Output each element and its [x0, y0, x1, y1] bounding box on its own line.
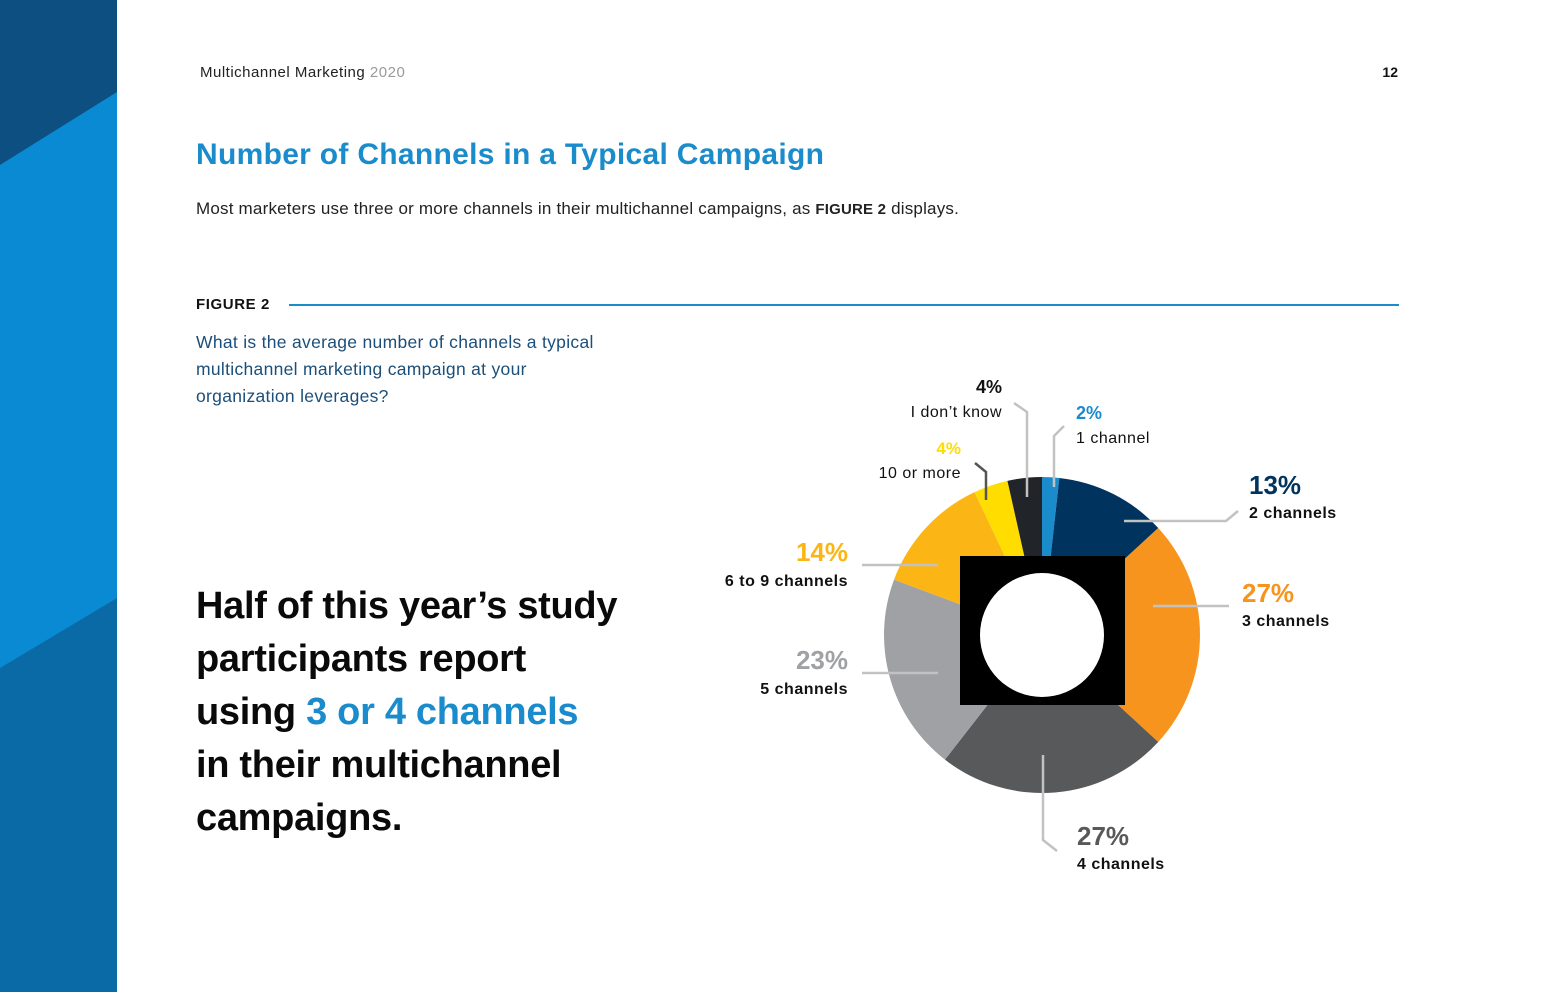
- donut-slice-3: [944, 676, 1159, 793]
- category-label-4: 5 channels: [760, 681, 848, 698]
- value-label-4: 23%: [796, 645, 848, 675]
- report-year: 2020: [369, 64, 406, 81]
- report-title: Multichannel Marketing: [200, 64, 366, 81]
- figure-label: FIGURE 2: [196, 296, 270, 313]
- donut-hole: [980, 573, 1104, 697]
- callout-highlight: 3 or 4 channels: [306, 691, 579, 733]
- donut-slice-7: [1007, 477, 1042, 575]
- callout-rest: in their multichannel campaigns.: [196, 744, 562, 839]
- category-label-6: 10 or more: [879, 465, 961, 482]
- leader-line-6: [974, 462, 988, 500]
- intro-paragraph: Most marketers use three or more channel…: [196, 199, 959, 219]
- side-band-bottom-facet: [0, 598, 117, 992]
- value-label-1: 13%: [1249, 470, 1301, 500]
- category-label-3: 4 channels: [1077, 856, 1165, 873]
- value-label-0: 2%: [1076, 403, 1102, 423]
- side-decorative-band: [0, 0, 117, 992]
- figure-divider: [289, 304, 1399, 306]
- category-label-5: 6 to 9 channels: [725, 573, 848, 590]
- donut-slice-6: [974, 480, 1029, 579]
- callout-statement: Half of this year’s study participants r…: [196, 580, 666, 845]
- intro-text-after: displays.: [886, 199, 960, 218]
- category-label-7: I don’t know: [911, 404, 1002, 421]
- donut-slice-0: [1042, 477, 1060, 574]
- intro-text-before: Most marketers use three or more channel…: [196, 199, 816, 218]
- leader-line-3: [1041, 755, 1058, 852]
- page-number: 12: [1382, 64, 1398, 80]
- intro-figure-ref: FIGURE 2: [815, 201, 887, 218]
- report-header-title: Multichannel Marketing 2020: [200, 64, 405, 81]
- value-label-5: 14%: [796, 537, 848, 567]
- value-label-3: 27%: [1077, 821, 1129, 851]
- leader-line-1: [1124, 510, 1239, 523]
- section-title: Number of Channels in a Typical Campaign: [196, 138, 825, 171]
- leader-line-7: [1013, 401, 1029, 497]
- category-label-2: 3 channels: [1242, 613, 1330, 630]
- value-label-6: 4%: [936, 439, 961, 458]
- callout-line1: Half of this year’s study participants r…: [196, 585, 618, 680]
- side-band-top-facet: [0, 0, 117, 165]
- value-label-7: 4%: [976, 377, 1002, 397]
- figure-question: What is the average number of channels a…: [196, 332, 594, 406]
- value-label-2: 27%: [1242, 578, 1294, 608]
- category-label-0: 1 channel: [1076, 430, 1150, 447]
- callout-using: using: [196, 691, 307, 733]
- leader-line-0: [1052, 425, 1065, 487]
- category-label-1: 2 channels: [1249, 505, 1337, 522]
